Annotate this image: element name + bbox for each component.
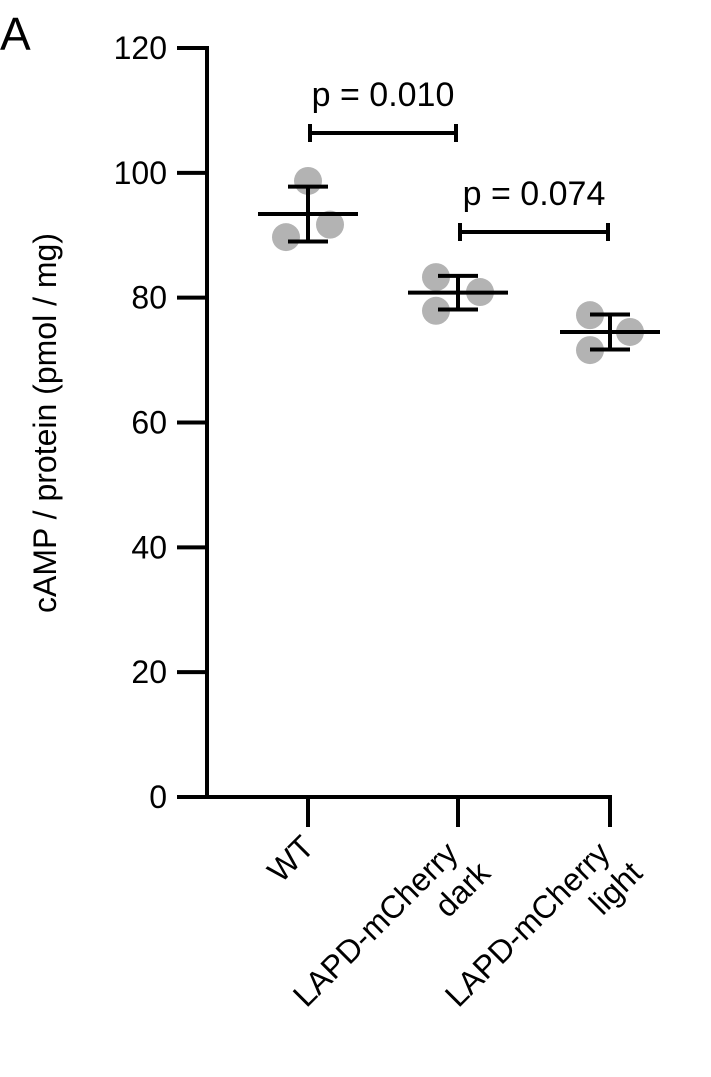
data-point [422, 263, 450, 292]
y-tick-label: 0 [149, 779, 167, 815]
annotation: p = 0.010 [312, 76, 455, 114]
panel-label: A [0, 8, 31, 60]
y-tick-label: 120 [114, 30, 167, 66]
y-tick-label: 20 [131, 654, 167, 690]
y-tick-label: 40 [131, 529, 167, 565]
y-axis-label: cAMP / protein (pmol / mg) [27, 233, 63, 613]
y-tick-label: 80 [131, 280, 167, 316]
data-point [422, 296, 450, 325]
y-tick-label: 60 [131, 405, 167, 441]
data-point [316, 210, 344, 239]
y-tick-label: 100 [114, 155, 167, 191]
x-tick-label: WT [260, 828, 321, 889]
data-point [272, 223, 300, 252]
annotation: p = 0.074 [463, 175, 606, 213]
